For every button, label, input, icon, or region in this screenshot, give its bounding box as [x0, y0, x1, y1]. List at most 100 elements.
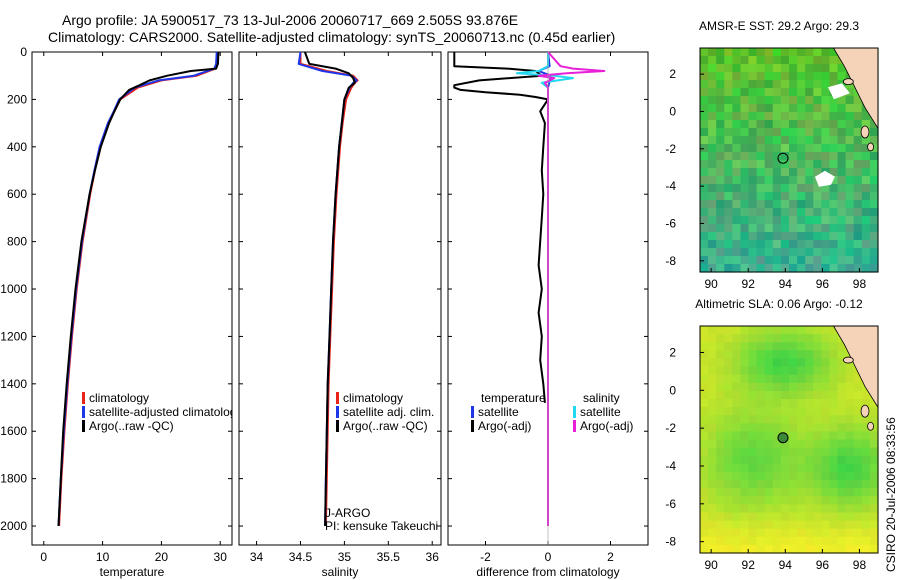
sst-grid-cell — [797, 216, 806, 225]
sst-grid-cell — [821, 264, 831, 273]
sst-grid-cell — [748, 216, 758, 225]
sla-grid-cell — [813, 504, 822, 514]
sst-grid-cell — [829, 264, 839, 273]
sla-grid-cell — [716, 455, 725, 465]
sst-grid-cell — [748, 104, 758, 113]
sst-grid-cell — [724, 208, 733, 217]
sst-grid-cell — [805, 168, 814, 177]
sla-grid-cell — [780, 447, 790, 457]
diff-legend-temp-argo: Argo(-adj) — [471, 419, 531, 433]
sst-grid-cell — [845, 136, 855, 145]
sst-grid-cell — [813, 104, 822, 113]
sla-grid-cell — [748, 439, 758, 449]
sla-grid-cell — [837, 399, 847, 408]
sst-grid-cell — [829, 200, 839, 209]
sla-grid-cell — [861, 415, 871, 424]
temperature-xtick-label: 0 — [40, 550, 47, 564]
sla-grid-cell — [837, 350, 847, 359]
sla-grid-cell — [813, 358, 822, 368]
sla-grid-cell — [813, 390, 822, 400]
sst-grid-cell — [708, 104, 717, 113]
sst-grid-cell — [861, 112, 871, 121]
sla-grid-cell — [845, 415, 855, 424]
sla-grid-cell — [748, 488, 758, 497]
sla-grid-cell — [789, 504, 798, 514]
sla-grid-cell — [748, 423, 758, 432]
sst-grid-cell — [780, 224, 790, 233]
sla-grid-cell — [732, 342, 742, 351]
sla-grid-cell — [708, 374, 717, 384]
temperature-ytick-label: 1600 — [0, 424, 27, 438]
sst-grid-cell — [732, 192, 742, 201]
sst-grid-cell — [732, 120, 742, 129]
sst-grid-cell — [797, 80, 806, 89]
sla-grid-cell — [869, 471, 879, 481]
sla-grid-cell — [772, 455, 782, 465]
sst-ytick-label: 2 — [669, 67, 676, 81]
sst-grid-cell — [716, 192, 725, 201]
sst-grid-cell — [724, 96, 733, 105]
sst-grid-cell — [821, 152, 831, 161]
sst-grid-cell — [772, 240, 782, 249]
sla-grid-cell — [740, 520, 750, 530]
sla-grid-cell — [724, 334, 733, 343]
sst-grid-cell — [700, 112, 709, 121]
sst-grid-cell — [789, 128, 798, 137]
sst-grid-cell — [821, 240, 831, 249]
sst-grid-cell — [829, 112, 839, 121]
sst-grid-cell — [821, 136, 831, 145]
sst-grid-cell — [748, 184, 758, 193]
sla-grid-cell — [821, 399, 831, 408]
sst-grid-cell — [837, 168, 847, 177]
sla-grid-cell — [797, 390, 806, 400]
sla-grid-cell — [845, 544, 855, 554]
sla-grid-cell — [724, 366, 733, 376]
sla-grid-cell — [716, 463, 725, 473]
sla-grid-cell — [869, 520, 879, 530]
sst-grid-cell — [780, 168, 790, 177]
sla-grid-cell — [748, 326, 758, 335]
sla-grid-cell — [813, 423, 822, 432]
sst-grid-cell — [805, 160, 814, 169]
sla-grid-cell — [740, 423, 750, 432]
sla-grid-cell — [853, 463, 863, 473]
sst-grid-cell — [756, 128, 766, 137]
sla-grid-cell — [805, 504, 814, 514]
sla-grid-cell — [764, 439, 774, 449]
sla-grid-cell — [740, 326, 750, 335]
sla-grid-cell — [797, 528, 806, 538]
sla-grid-cell — [845, 399, 855, 408]
sst-grid-cell — [708, 224, 717, 233]
sst-grid-cell — [797, 120, 806, 129]
sst-grid-cell — [829, 240, 839, 249]
sst-grid-cell — [708, 120, 717, 129]
sst-grid-cell — [716, 80, 725, 89]
sla-grid-cell — [837, 504, 847, 514]
sst-grid-cell — [853, 264, 863, 273]
sla-grid-cell — [780, 528, 790, 538]
sla-grid-cell — [700, 536, 709, 546]
sst-grid-cell — [821, 216, 831, 225]
sla-grid-cell — [869, 431, 879, 441]
sst-grid-cell — [740, 192, 750, 201]
sst-grid-cell — [756, 96, 766, 105]
sst-title: AMSR-E SST: 29.2 Argo: 29.3 — [699, 19, 859, 33]
sst-grid-cell — [869, 248, 879, 257]
sla-grid-cell — [708, 536, 717, 546]
sst-grid-cell — [829, 224, 839, 233]
sst-grid-cell — [821, 88, 831, 97]
sst-grid-cell — [700, 264, 709, 273]
sst-grid-cell — [829, 72, 839, 81]
sla-grid-cell — [805, 488, 814, 497]
sst-grid-cell — [853, 240, 863, 249]
sst-grid-cell — [853, 208, 863, 217]
sla-grid-cell — [764, 366, 774, 376]
sla-grid-cell — [805, 390, 814, 400]
sst-grid-cell — [708, 144, 717, 153]
sst-grid-cell — [716, 120, 725, 129]
sst-grid-cell — [740, 264, 750, 273]
sla-grid-cell — [748, 544, 758, 554]
sla-grid-cell — [813, 447, 822, 457]
sla-grid-cell — [789, 520, 798, 530]
sla-grid-cell — [780, 496, 790, 505]
